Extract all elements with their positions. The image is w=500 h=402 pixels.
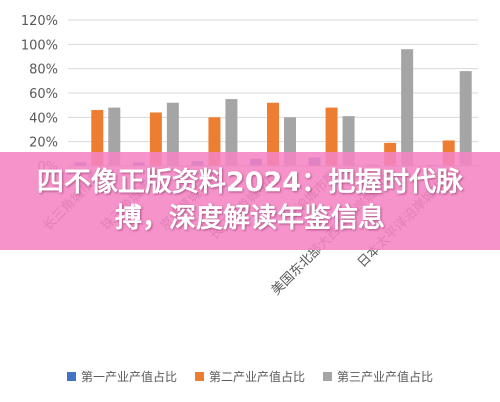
y-tick-label: 100% <box>21 38 58 53</box>
legend-swatch-series-3 <box>323 371 332 381</box>
legend-swatch-series-2 <box>194 371 204 381</box>
legend-label-series-1: 第一产业产值占比 <box>80 369 177 384</box>
legend-item-series-3: 第三产业产值占比 <box>323 368 433 385</box>
legend-item-series-1: 第一产业产值占比 <box>66 368 177 385</box>
bar-series-2-cat-4 <box>267 102 279 166</box>
y-tick-label: 20% <box>29 136 58 151</box>
chart-legend: 第一产业产值占比 第二产业产值占比 第三产业产值占比 <box>0 366 500 386</box>
legend-item-series-2: 第二产业产值占比 <box>194 368 305 385</box>
bar-series-3-cat-3 <box>225 99 238 166</box>
legend-label-series-2: 第二产业产值占比 <box>208 369 305 384</box>
y-tick-label: 80% <box>29 63 58 78</box>
bar-series-3-cat-1 <box>108 107 121 166</box>
y-tick-label: 40% <box>29 111 58 126</box>
bar-series-3-cat-7 <box>459 71 472 166</box>
legend-swatch-series-1 <box>66 371 76 381</box>
legend-label-series-3: 第三产业产值占比 <box>337 369 434 384</box>
banner-text: 四不像正版资料2024：把握时代脉搏，深度解读年鉴信息 <box>36 167 464 234</box>
overlay-banner: 四不像正版资料2024：把握时代脉搏，深度解读年鉴信息 <box>0 152 500 250</box>
bar-series-3-cat-2 <box>166 102 179 166</box>
bar-series-3-cat-6 <box>401 49 414 167</box>
y-tick-label: 120% <box>21 14 58 29</box>
y-tick-label: 60% <box>29 87 58 102</box>
y-axis-ticks: 0%20%40%60%80%100%120% <box>21 14 58 175</box>
bars <box>74 49 472 167</box>
bar-series-2-cat-5 <box>325 107 338 166</box>
